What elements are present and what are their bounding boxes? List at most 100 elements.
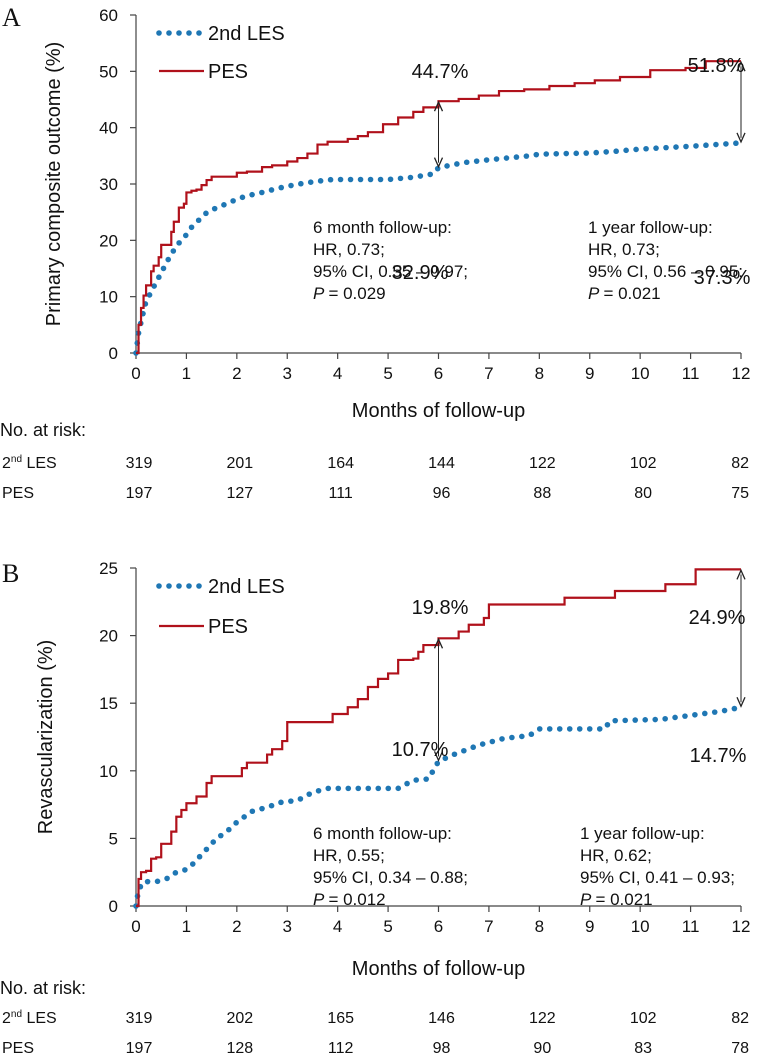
series-dot-les: [723, 141, 729, 147]
series-dot-les: [327, 176, 334, 183]
arrow-12-month-head-up: [736, 60, 746, 72]
label-les-6-month: 32.9%: [392, 262, 449, 284]
series-dot-les: [317, 178, 324, 184]
p-value-text: = 0.012: [328, 890, 385, 909]
series-dot-les: [182, 867, 188, 873]
series-dot-les: [288, 798, 294, 804]
label-pes-12-month: 51.8%: [688, 55, 745, 77]
series-dot-les: [519, 733, 525, 740]
series-dot-les: [146, 292, 153, 298]
series-dot-les: [713, 141, 719, 148]
legend-dot-icon: [176, 583, 182, 589]
y-tick-label: 30: [99, 175, 118, 194]
series-dot-les: [593, 149, 600, 156]
y-tick-label: 15: [99, 694, 118, 713]
x-tick-label: 4: [333, 364, 342, 383]
series-dot-les: [164, 875, 170, 882]
series-dot-les: [397, 175, 404, 182]
x-tick-label: 0: [131, 364, 140, 383]
series-dot-les: [583, 150, 590, 156]
risk-row-label: PES: [2, 485, 34, 502]
arrow-12-month-head-up: [736, 568, 746, 580]
series-dot-les: [307, 179, 314, 185]
x-tick-label: 9: [585, 917, 594, 936]
p-value-text: = 0.021: [595, 890, 652, 909]
series-dot-les: [385, 785, 392, 792]
series-dot-les: [176, 240, 182, 246]
risk-row-label: 2nd LES: [2, 1009, 57, 1027]
risk-cell: 165: [327, 1010, 354, 1027]
arrow-6-month-head-down: [433, 751, 444, 762]
series-dot-les: [682, 713, 688, 719]
series-dot-les: [623, 147, 629, 154]
series-dot-les: [731, 705, 738, 712]
series-dot-les: [210, 839, 217, 845]
panel-letter-b: B: [2, 559, 19, 588]
series-dot-les: [556, 726, 563, 732]
risk-cell: 201: [226, 455, 253, 472]
series-dot-les: [652, 716, 659, 723]
series-dot-les: [226, 826, 232, 833]
arrow-6-month-head-up: [433, 637, 444, 649]
label-pes-6-month: 19.8%: [412, 597, 469, 619]
risk-cell: 82: [731, 1010, 749, 1027]
series-dot-les: [298, 180, 304, 187]
stats-6-month-line: 6 month follow-up:: [313, 218, 452, 237]
p-value-text: = 0.029: [328, 284, 385, 303]
label-les-12-month: 37.3%: [694, 267, 751, 289]
x-tick-label: 9: [585, 364, 594, 383]
y-tick-label: 20: [99, 627, 118, 646]
stats-1-year-line: HR, 0.62;: [580, 846, 652, 865]
x-tick-label: 11: [682, 364, 700, 383]
stats-1-year-line: HR, 0.73;: [588, 240, 660, 259]
risk-cell: 144: [428, 455, 455, 472]
series-dot-les: [643, 145, 649, 152]
series-dot-les: [509, 734, 515, 741]
series-dot-les: [182, 232, 189, 239]
stats-6-month-line: 6 month follow-up:: [313, 824, 452, 843]
series-dot-les: [211, 205, 218, 212]
series-dot-les: [306, 791, 313, 797]
arrow-12-month-head-down: [736, 132, 746, 144]
series-dot-les: [288, 182, 294, 189]
x-tick-label: 2: [232, 917, 241, 936]
series-dot-les: [673, 144, 679, 150]
legend-label-les: 2nd LES: [208, 23, 285, 45]
x-tick-label: 5: [383, 917, 392, 936]
risk-cell: 146: [428, 1010, 455, 1027]
legend-dot-icon: [186, 30, 192, 36]
risk-table-header: No. at risk:: [0, 420, 86, 440]
x-tick-label: 7: [484, 364, 493, 383]
label-pes-12-month: 24.9%: [689, 607, 746, 629]
series-dot-les: [711, 709, 718, 715]
series-dot-les: [596, 726, 603, 732]
risk-row-label-sup: nd: [11, 454, 22, 465]
x-axis-title: Months of follow-up: [352, 958, 525, 980]
series-dot-les: [470, 744, 477, 751]
series-dot-les: [188, 224, 195, 231]
risk-cell: 75: [731, 485, 749, 502]
x-tick-label: 8: [535, 364, 544, 383]
y-tick-label: 20: [99, 231, 118, 250]
risk-cell: 82: [731, 455, 749, 472]
y-tick-label: 5: [109, 829, 118, 848]
legend-dot-icon: [176, 30, 182, 36]
stats-1-year-p-value: P = 0.021: [580, 890, 653, 909]
series-dot-les: [702, 710, 708, 717]
risk-row-label-sup: nd: [11, 1009, 22, 1020]
series-dot-les: [377, 176, 384, 183]
x-tick-label: 3: [283, 364, 292, 383]
series-dot-les: [154, 878, 161, 885]
series-dot-les: [573, 150, 580, 157]
series-dot-les: [297, 796, 304, 802]
legend-label-pes: PES: [208, 61, 248, 83]
series-dot-les: [395, 785, 402, 792]
series-dot-les: [461, 747, 467, 754]
x-tick-label: 0: [131, 917, 140, 936]
series-dot-les: [672, 714, 678, 721]
series-dot-les: [233, 820, 239, 826]
series-dot-les: [553, 150, 560, 157]
series-dot-les: [387, 176, 394, 183]
